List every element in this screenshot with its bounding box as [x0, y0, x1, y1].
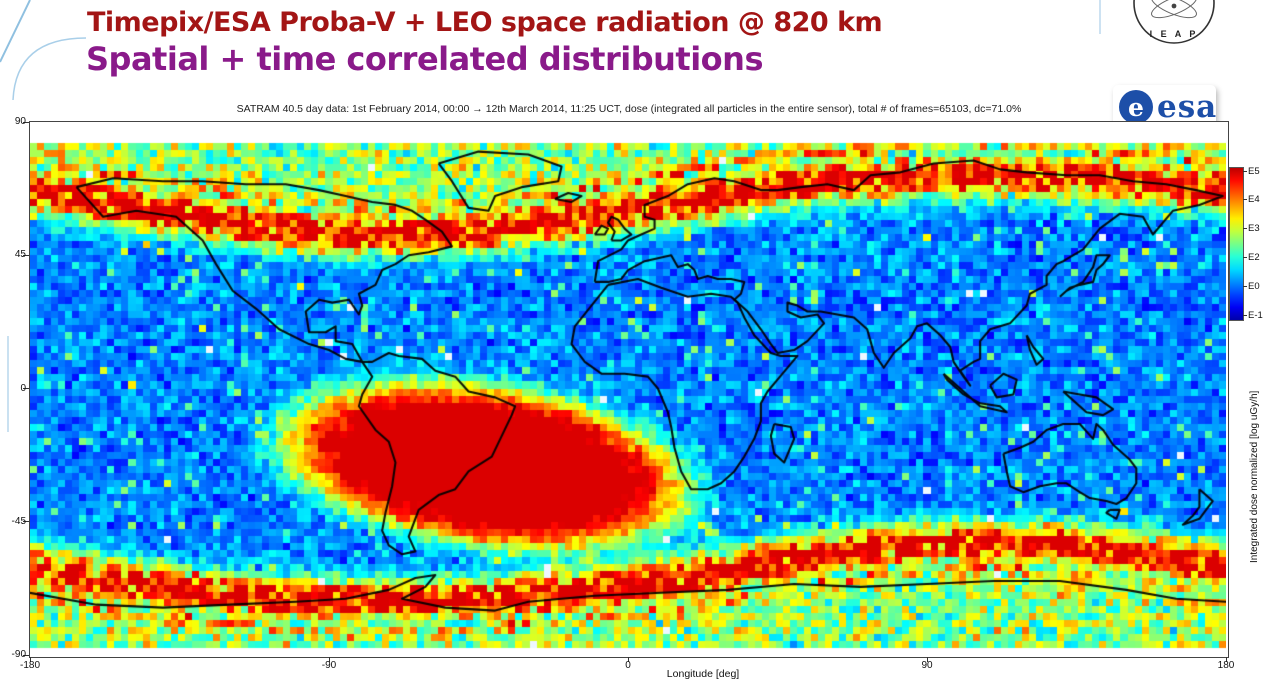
colorbar-tick-mark: [1243, 285, 1247, 287]
y-tick-label: 0: [20, 382, 26, 394]
x-tick-label: 180: [1217, 660, 1235, 671]
y-tick-label: 45: [14, 249, 26, 261]
x-tick-mark: [328, 657, 330, 662]
x-tick-label: -90: [321, 660, 337, 671]
colorbar-tick-mark: [1243, 256, 1247, 258]
colorbar-tick-label: E5: [1248, 165, 1260, 177]
y-tick-mark: [23, 254, 29, 256]
x-tick-mark: [926, 657, 928, 662]
esa-e-glyph: e: [1128, 92, 1144, 122]
x-axis-title: Longitude [deg]: [666, 668, 740, 680]
ieap-label: I E A P: [1150, 29, 1199, 39]
radiation-heatmap-canvas: [30, 122, 1226, 655]
y-tick-mark: [23, 121, 29, 123]
y-tick-label: 90: [14, 116, 26, 127]
x-tick-label: 90: [921, 660, 933, 671]
x-tick-label: -180: [19, 660, 41, 671]
y-tick-label: -90: [11, 649, 26, 660]
esa-disc: e: [1119, 90, 1153, 124]
colorbar-tick-mark: [1243, 199, 1247, 201]
y-tick-mark: [23, 654, 29, 656]
x-tick-mark: [1225, 657, 1227, 662]
colorbar-tick-label: E-1: [1248, 309, 1263, 321]
ieap-orbit-icon: [1151, 0, 1197, 19]
y-tick-mark: [23, 521, 29, 523]
plot-frame: [29, 121, 1229, 658]
colorbar-tick-mark: [1243, 228, 1247, 230]
colorbar-tick-mark: [1243, 170, 1247, 172]
x-tick-mark: [29, 657, 31, 662]
ieap-circle-icon: [1133, 0, 1215, 44]
colorbar: [1229, 167, 1244, 321]
colorbar-tick-label: E2: [1248, 251, 1260, 263]
colorbar-axis-label: Integrated dose normalized [log uGy/h]: [1249, 390, 1260, 563]
colorbar-tick-label: E4: [1248, 194, 1260, 206]
colorbar-tick-label: E3: [1248, 223, 1260, 235]
esa-logo: e esa: [1113, 85, 1216, 129]
colorbar-tick-label: E0: [1248, 280, 1260, 292]
y-tick-mark: [23, 388, 29, 389]
ieap-logo: I E A P: [1133, 0, 1215, 44]
ieap-orbit-icon: [1151, 0, 1197, 19]
esa-wordmark: esa: [1157, 88, 1218, 125]
slide-title: Timepix/ESA Proba-V + LEO space radiatio…: [87, 7, 883, 38]
plot-caption: SATRAM 40.5 day data: 1st February 2014,…: [236, 103, 1022, 115]
slide-subtitle: Spatial + time correlated distributions: [86, 40, 763, 78]
ieap-nucleus-icon: [1171, 3, 1177, 9]
y-tick-label: -45: [11, 515, 26, 527]
x-tick-mark: [627, 657, 629, 662]
colorbar-tick-mark: [1243, 314, 1247, 316]
x-tick-label: 0: [625, 660, 631, 671]
